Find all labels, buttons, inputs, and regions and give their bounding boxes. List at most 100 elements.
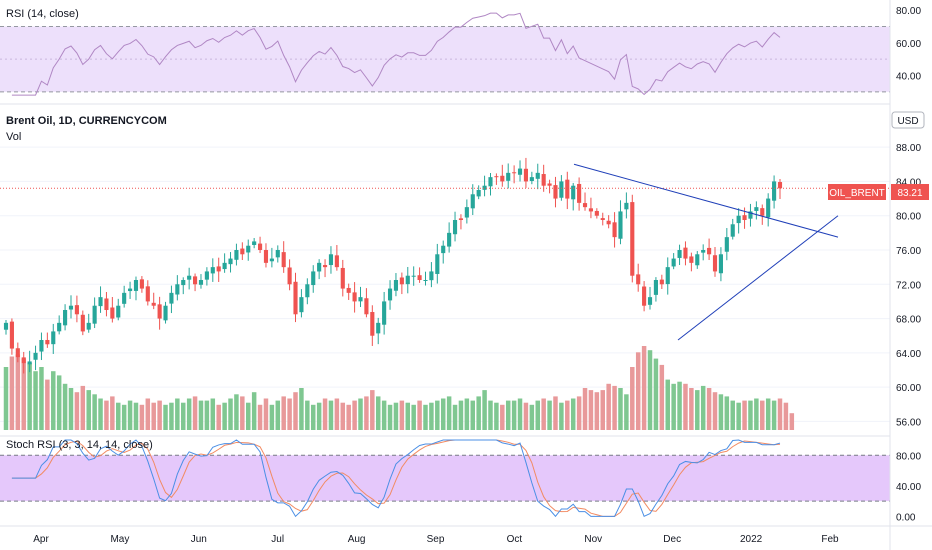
- candle-body: [175, 284, 180, 295]
- volume-bar: [381, 400, 387, 430]
- volume-bar: [470, 400, 476, 430]
- volume-bar: [553, 396, 558, 430]
- volume-bar: [760, 400, 765, 430]
- volume-bar: [228, 398, 233, 430]
- candle-body: [263, 250, 269, 263]
- volume-bar: [74, 392, 80, 430]
- candle-body: [257, 243, 263, 250]
- candle-body: [553, 185, 558, 199]
- volume-bar: [346, 404, 351, 430]
- volume-bar: [216, 404, 221, 430]
- candle-body: [476, 190, 481, 197]
- candle-body: [517, 168, 523, 175]
- candle-body: [624, 202, 629, 210]
- currency-badge[interactable]: USD: [891, 111, 925, 129]
- volume-bar: [15, 354, 21, 430]
- candle-body: [57, 322, 62, 332]
- candle-body: [399, 277, 404, 285]
- candle-body: [210, 267, 215, 274]
- rsi-tick-label: 40.00: [896, 72, 921, 83]
- volume-bar: [251, 392, 257, 430]
- candle-body: [139, 279, 144, 289]
- candle-body: [163, 305, 168, 321]
- candle-body: [110, 307, 115, 319]
- candle-body: [464, 207, 469, 218]
- price-tick-label: 68.00: [896, 315, 921, 326]
- candle-body: [600, 218, 605, 220]
- time-tick-label: 2022: [740, 534, 763, 545]
- last-price-badge[interactable]: 83.21: [891, 184, 929, 200]
- volume-bar: [736, 402, 741, 430]
- candle-body: [128, 288, 133, 292]
- candle-body: [187, 275, 192, 280]
- candle-body: [116, 305, 121, 318]
- volume-bar: [127, 400, 133, 430]
- candle-body: [405, 275, 410, 285]
- candle-body: [169, 292, 174, 304]
- candle-body: [269, 258, 274, 262]
- volume-bar: [393, 402, 399, 430]
- candle-body: [133, 280, 139, 291]
- volume-bar: [411, 404, 416, 430]
- candle-body: [74, 305, 79, 315]
- price-tick-label: 80.00: [896, 212, 921, 223]
- volume-bar: [310, 404, 316, 430]
- volume-bar: [175, 398, 180, 430]
- candle-body: [393, 280, 399, 291]
- candle-body: [358, 297, 363, 302]
- volume-bar: [405, 402, 411, 430]
- volume-bar: [352, 400, 357, 430]
- volume-bar: [748, 400, 753, 430]
- candle-body: [287, 267, 292, 285]
- candle-body: [51, 331, 56, 345]
- candle-body: [27, 361, 32, 365]
- candle-body: [712, 255, 718, 272]
- volume-bar: [541, 398, 546, 430]
- candle-body: [334, 255, 339, 268]
- candle-body: [39, 340, 44, 352]
- candle-body: [382, 301, 387, 325]
- volume-bar: [121, 404, 127, 430]
- trend-line-resistance[interactable]: [573, 163, 839, 238]
- price-tick-label: 72.00: [896, 280, 921, 291]
- rsi-pane[interactable]: RSI (14, close) 80.00 60.00 40.00: [0, 6, 921, 96]
- candle-body: [293, 281, 298, 315]
- volume-bar: [440, 398, 446, 430]
- candle-body: [423, 280, 428, 281]
- candle-body: [252, 241, 257, 245]
- candle-body: [612, 222, 617, 238]
- candle-body: [68, 305, 74, 310]
- volume-bar: [358, 398, 363, 430]
- volume-bar: [494, 402, 499, 430]
- candle-body: [145, 286, 150, 302]
- price-grid: [0, 146, 890, 422]
- candle-body: [305, 284, 310, 298]
- price-pane[interactable]: Brent Oil, 1D, CURRENCYCOM Vol 88.00 84.0…: [0, 111, 929, 430]
- volume-bar: [322, 398, 328, 430]
- volume-bar: [582, 388, 588, 430]
- volume-bar: [624, 394, 629, 430]
- volume-bar: [245, 402, 251, 430]
- volume-bar: [299, 388, 304, 430]
- volume-bar: [45, 379, 50, 430]
- volume-bar: [234, 394, 239, 430]
- symbol-label[interactable]: OIL_BRENT: [828, 184, 886, 200]
- candle-body: [636, 274, 641, 285]
- candle-body: [559, 181, 564, 198]
- time-axis[interactable]: Apr May Jun Jul Aug Sep Oct Nov Dec 2022 Feb: [33, 534, 839, 545]
- candle-body: [376, 322, 381, 334]
- volume-bar: [683, 383, 688, 430]
- candle-body: [760, 208, 765, 216]
- stoch-rsi-pane[interactable]: Stoch RSI (3, 3, 14, 14, close) 80.00 40.…: [0, 439, 921, 523]
- candle-body: [429, 271, 434, 281]
- time-tick-label: Oct: [507, 534, 523, 545]
- candle-body: [204, 271, 209, 280]
- volume-bar: [92, 394, 97, 430]
- rsi-axis: 80.00 60.00 40.00: [896, 6, 921, 82]
- trend-line-support[interactable]: [677, 215, 839, 341]
- volume-bar: [62, 383, 68, 430]
- candle-body: [352, 292, 357, 302]
- volume-bars: [3, 346, 795, 430]
- volume-bar: [488, 400, 493, 430]
